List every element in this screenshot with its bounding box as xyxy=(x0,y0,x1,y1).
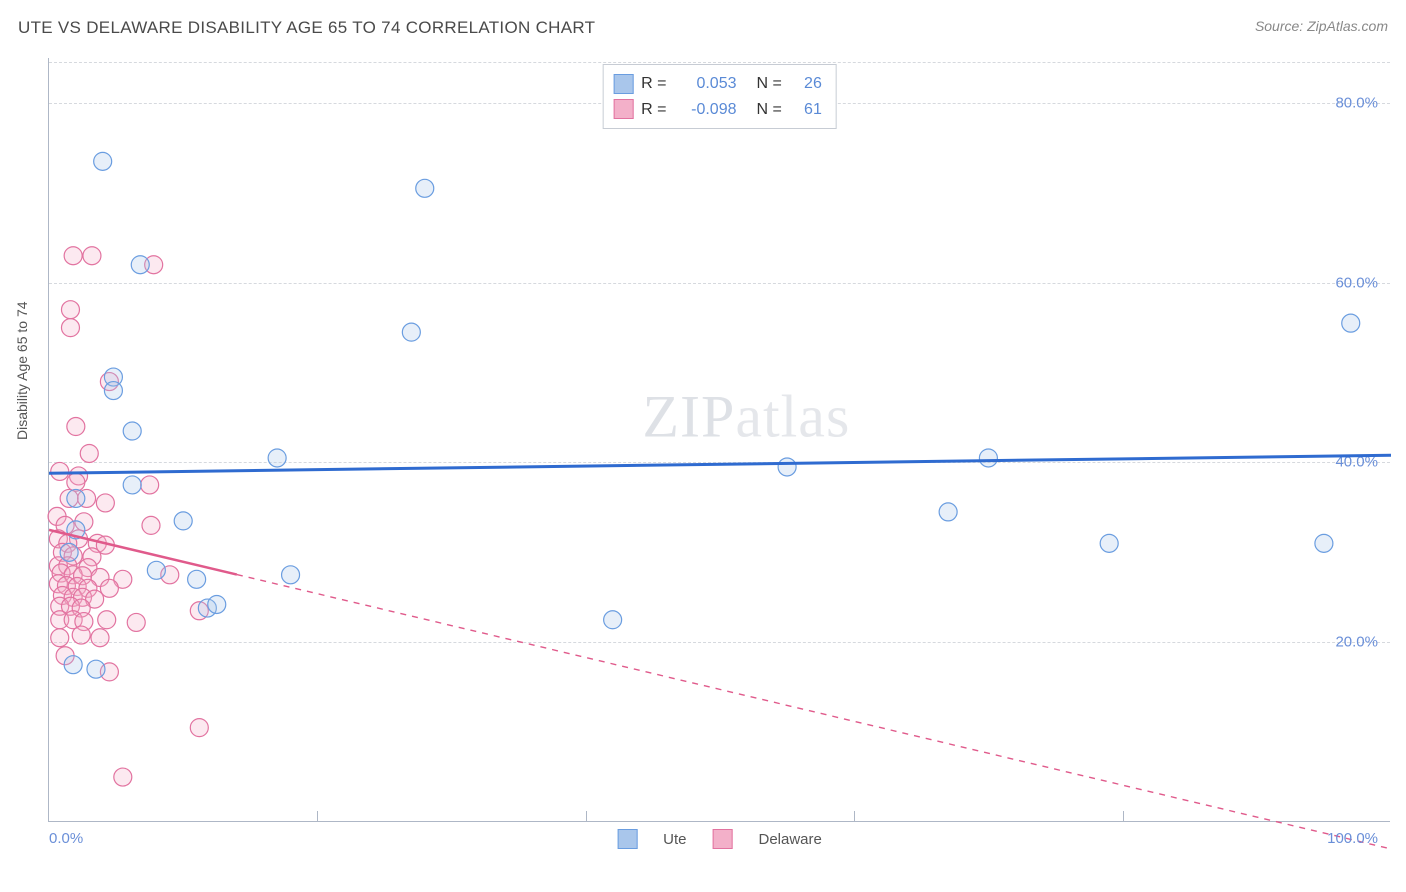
legend-n-value-0: 26 xyxy=(794,71,822,97)
scatter-point-ute xyxy=(188,570,206,588)
scatter-point-delaware xyxy=(67,473,85,491)
scatter-point-delaware xyxy=(80,444,98,462)
legend-series: Ute Delaware xyxy=(617,829,822,849)
y-axis-label: Disability Age 65 to 74 xyxy=(14,301,30,440)
trendline xyxy=(237,575,1391,849)
scatter-point-ute xyxy=(67,489,85,507)
legend-n-label-0: N = xyxy=(757,71,782,97)
chart-title: UTE VS DELAWARE DISABILITY AGE 65 TO 74 … xyxy=(18,18,595,38)
scatter-point-ute xyxy=(123,422,141,440)
legend-r-label-1: R = xyxy=(641,97,666,123)
scatter-point-ute xyxy=(604,611,622,629)
scatter-point-ute xyxy=(282,566,300,584)
chart-header: UTE VS DELAWARE DISABILITY AGE 65 TO 74 … xyxy=(0,0,1406,46)
x-axis-max-label: 100.0% xyxy=(1327,830,1378,847)
scatter-point-delaware xyxy=(91,629,109,647)
scatter-point-ute xyxy=(402,323,420,341)
scatter-point-ute xyxy=(147,561,165,579)
scatter-point-ute xyxy=(64,656,82,674)
legend-series-swatch-delaware xyxy=(712,829,732,849)
scatter-point-ute xyxy=(416,179,434,197)
legend-swatch-ute xyxy=(613,74,633,94)
scatter-point-delaware xyxy=(142,516,160,534)
legend-r-label-0: R = xyxy=(641,71,666,97)
scatter-point-delaware xyxy=(83,247,101,265)
legend-series-swatch-ute xyxy=(617,829,637,849)
legend-swatch-delaware xyxy=(613,99,633,119)
scatter-point-delaware xyxy=(51,629,69,647)
scatter-point-ute xyxy=(1100,534,1118,552)
scatter-point-delaware xyxy=(61,301,79,319)
chart-plot-area: 20.0%40.0%60.0%80.0% ZIPatlas R = 0.053 … xyxy=(48,58,1390,822)
scatter-point-delaware xyxy=(96,494,114,512)
scatter-point-ute xyxy=(939,503,957,521)
legend-r-value-0: 0.053 xyxy=(679,71,737,97)
scatter-point-delaware xyxy=(127,613,145,631)
scatter-point-delaware xyxy=(98,611,116,629)
scatter-point-delaware xyxy=(64,247,82,265)
x-axis-min-label: 0.0% xyxy=(49,830,83,847)
scatter-point-delaware xyxy=(141,476,159,494)
scatter-point-delaware xyxy=(61,319,79,337)
scatter-point-delaware xyxy=(72,626,90,644)
legend-series-label-delaware: Delaware xyxy=(758,831,821,848)
scatter-point-ute xyxy=(131,256,149,274)
scatter-point-ute xyxy=(1342,314,1360,332)
scatter-point-ute xyxy=(979,449,997,467)
chart-source: Source: ZipAtlas.com xyxy=(1255,18,1388,34)
legend-series-label-ute: Ute xyxy=(663,831,686,848)
scatter-point-delaware xyxy=(67,418,85,436)
scatter-point-ute xyxy=(87,660,105,678)
scatter-point-ute xyxy=(778,458,796,476)
scatter-point-delaware xyxy=(190,719,208,737)
legend-r-value-1: -0.098 xyxy=(679,97,737,123)
trendline xyxy=(49,455,1391,473)
scatter-point-ute xyxy=(1315,534,1333,552)
legend-stats-row-1: R = -0.098 N = 61 xyxy=(613,97,822,123)
legend-stats-row-0: R = 0.053 N = 26 xyxy=(613,71,822,97)
scatter-point-ute xyxy=(174,512,192,530)
scatter-plot-svg xyxy=(49,58,1390,821)
scatter-point-ute xyxy=(60,543,78,561)
scatter-point-ute xyxy=(123,476,141,494)
scatter-point-ute xyxy=(268,449,286,467)
scatter-point-ute xyxy=(208,595,226,613)
scatter-point-ute xyxy=(94,152,112,170)
legend-n-label-1: N = xyxy=(757,97,782,123)
scatter-point-delaware xyxy=(51,462,69,480)
scatter-point-delaware xyxy=(114,768,132,786)
legend-stats-box: R = 0.053 N = 26 R = -0.098 N = 61 xyxy=(602,64,837,129)
legend-n-value-1: 61 xyxy=(794,97,822,123)
scatter-point-ute xyxy=(104,382,122,400)
